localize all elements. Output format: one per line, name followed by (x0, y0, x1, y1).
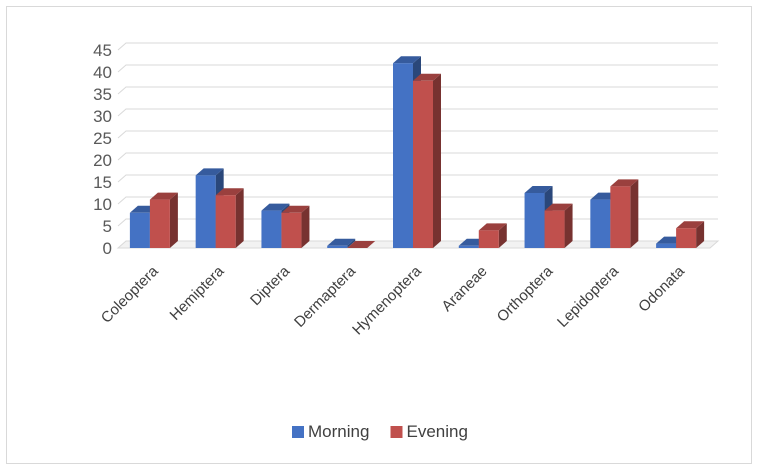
bar-side (564, 203, 573, 248)
bar-top (327, 238, 356, 246)
bar-top (215, 188, 244, 196)
bar-side (696, 221, 705, 248)
bar-front (610, 186, 631, 248)
bar-front (129, 212, 150, 248)
gridline (117, 42, 718, 51)
bar-front (544, 210, 565, 248)
bar-evening (149, 192, 178, 248)
y-tick-label: 15 (93, 173, 112, 192)
bar-side (347, 238, 356, 248)
y-tick-label: 40 (93, 63, 112, 82)
x-category-label: Odonata (635, 262, 688, 315)
x-category-label: Dermaptera (291, 262, 359, 330)
x-category-label: Hymenoptera (349, 262, 425, 338)
legend-label-morning: Morning (308, 422, 369, 441)
bar-top (544, 203, 573, 211)
x-category-label: Hemiptera (167, 262, 228, 323)
legend-swatch-evening (390, 426, 403, 438)
bar-front (413, 80, 433, 248)
y-tick-label: 10 (93, 195, 112, 214)
bar-top (261, 203, 290, 211)
bar-side (433, 73, 441, 248)
bar-top (149, 192, 178, 200)
legend-label-evening: Evening (407, 422, 468, 441)
bar-evening (478, 223, 507, 248)
bar-evening (347, 241, 376, 248)
bar-front (393, 63, 413, 249)
gridline (117, 130, 718, 139)
x-category-label: Diptera (247, 262, 294, 309)
bar-top (195, 168, 224, 176)
bar-evening (215, 188, 244, 248)
bar-front (281, 212, 302, 248)
bar-front (524, 193, 545, 248)
gridline (117, 174, 718, 183)
y-tick-label: 20 (93, 151, 112, 170)
bar-side (498, 223, 507, 248)
bar-top (393, 56, 421, 64)
bar-evening (413, 73, 441, 248)
bar-front (261, 210, 282, 248)
bar-top (676, 221, 705, 229)
bar-front (195, 175, 216, 248)
bar-evening (676, 221, 705, 248)
gridline (117, 196, 718, 205)
bar-front (215, 195, 236, 248)
bar-evening (544, 203, 573, 248)
y-tick-label: 30 (93, 107, 112, 126)
x-category-label: Araneae (438, 263, 490, 315)
bar-morning (327, 238, 356, 248)
x-category-label: Orthoptera (494, 262, 557, 325)
y-tick-label: 45 (93, 41, 112, 60)
bar-top (281, 205, 310, 213)
x-category-label: Lepidoptera (554, 262, 623, 331)
bar-front (327, 245, 348, 248)
y-tick-label: 5 (103, 217, 112, 236)
legend-swatch-morning (292, 426, 304, 438)
bar-top (610, 179, 639, 187)
x-category-label: Coleoptera (98, 262, 162, 326)
y-tick-label: 35 (93, 85, 112, 104)
gridline (117, 218, 718, 227)
bar-side (169, 192, 178, 248)
bar-top (413, 73, 441, 81)
gridline (117, 108, 718, 117)
bar-top (347, 241, 376, 248)
bar-top (478, 223, 507, 231)
bar-top (524, 186, 553, 193)
bar-side (301, 205, 310, 248)
bar-front (590, 199, 611, 248)
gridline (117, 86, 718, 95)
bar-side (235, 188, 244, 248)
y-tick-label: 25 (93, 129, 112, 148)
y-tick-label: 0 (103, 239, 112, 258)
bar-front (458, 245, 479, 248)
bar-front (656, 243, 677, 248)
bar-front (676, 228, 697, 248)
bar-evening (281, 205, 310, 248)
bar-side (630, 179, 639, 248)
bar-evening (610, 179, 639, 248)
bar-front (149, 199, 170, 248)
bar-front (478, 230, 499, 248)
gridline (117, 152, 718, 161)
gridline (117, 64, 718, 73)
